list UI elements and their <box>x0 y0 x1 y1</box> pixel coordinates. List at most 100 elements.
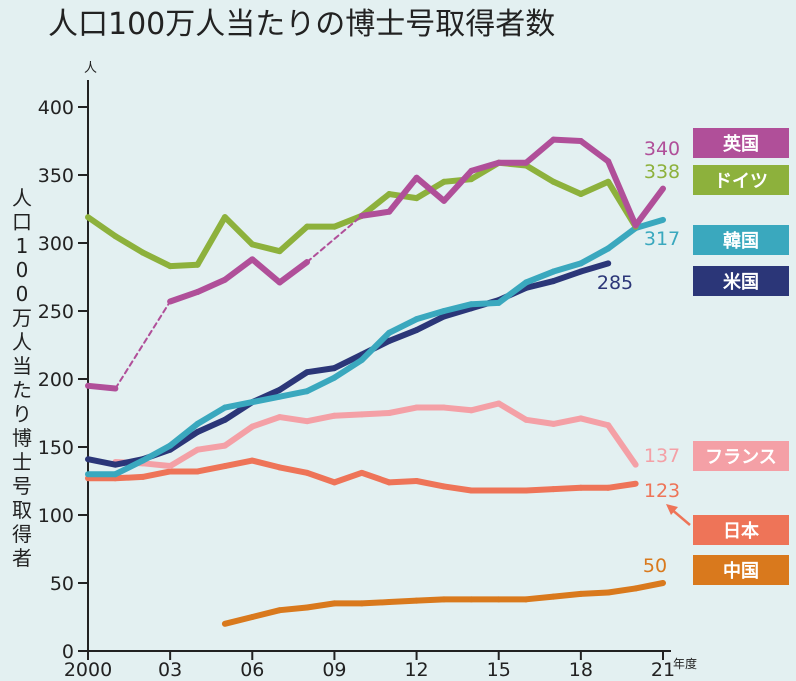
legend-swatch-韓国 <box>693 225 789 255</box>
series-segment-韓国 <box>194 404 228 427</box>
y-axis-title-char: 取 <box>12 498 32 522</box>
series-segment-韓国 <box>632 216 666 232</box>
series-segment-韓国 <box>249 393 283 406</box>
y-tick-label: 350 <box>38 165 74 187</box>
series-segment-ドイツ <box>331 212 365 230</box>
series-segment-米国 <box>523 278 557 291</box>
series-segment-フランス <box>577 415 612 429</box>
series-segment-英国 <box>249 256 283 286</box>
y-axis-title-char: 博 <box>12 426 32 450</box>
series-segment-中国 <box>523 593 557 603</box>
series-segment-ドイツ <box>194 214 228 268</box>
series-segment-ドイツ <box>577 178 612 198</box>
series-segment-日本 <box>139 468 174 480</box>
series-segment-韓国 <box>523 268 557 286</box>
legend-label-日本: 日本 <box>723 520 759 542</box>
series-segment-米国 <box>304 365 338 376</box>
y-tick-label: 150 <box>38 437 74 459</box>
series-segment-フランス <box>468 400 502 414</box>
series-segment-米国 <box>167 429 201 453</box>
series-segment-米国 <box>276 369 311 393</box>
series-segment-日本 <box>386 478 420 486</box>
series-segment-ドイツ <box>85 214 119 240</box>
series-segment-日本 <box>550 484 584 493</box>
legend-label-米国: 米国 <box>723 271 759 293</box>
y-tick-label: 250 <box>38 301 74 323</box>
series-segment-韓国 <box>112 457 146 478</box>
y-axis-title-char: 口 <box>12 210 32 234</box>
series-segment-中国 <box>577 589 612 597</box>
series-segment-韓国 <box>577 245 612 267</box>
series-segment-英国 <box>413 174 447 204</box>
series-segment-米国 <box>331 351 365 372</box>
x-tick-label: 06 <box>240 659 264 681</box>
y-tick-label: 200 <box>38 369 74 391</box>
x-tick-label: 15 <box>487 659 511 681</box>
series-segment-英国 <box>386 174 420 215</box>
series-segment-ドイツ <box>221 214 256 248</box>
series-segment-英国 <box>632 185 666 229</box>
series-segment-韓国 <box>605 225 639 252</box>
end-label-日本: 123 <box>644 480 680 502</box>
series-segment-中国 <box>249 607 283 620</box>
series-segment-ドイツ <box>550 178 584 198</box>
legend-swatch-フランス <box>693 441 789 471</box>
series-segment-ドイツ <box>523 162 557 185</box>
series-segment-日本 <box>276 464 311 476</box>
series-segment-英国 <box>605 158 639 229</box>
series-segment-韓国 <box>386 316 420 336</box>
series-segment-米国 <box>577 260 612 275</box>
series-segment-米国 <box>440 305 475 320</box>
series-segment-英国 <box>440 167 475 204</box>
series-segment-韓国 <box>440 301 475 314</box>
y-axis-title-char: 当 <box>12 354 32 378</box>
series-segment-日本 <box>221 457 256 470</box>
y-axis-title-char: 0 <box>16 258 29 282</box>
end-label-英国: 340 <box>644 138 680 160</box>
y-axis-title-char: 得 <box>12 522 32 546</box>
axis-ticks: 0 50 100 150 200 250 300 350 400 2000 03 06 09 12 15 18… <box>38 97 675 681</box>
series-segment-英国 <box>306 214 363 264</box>
y-axis-title-char: 0 <box>16 282 29 306</box>
end-label-ドイツ: 338 <box>644 161 680 183</box>
series-segment-韓国 <box>304 374 338 395</box>
y-axis-title-char: 号 <box>12 474 32 498</box>
series-segment-韓国 <box>495 279 530 306</box>
x-tick-label: 18 <box>569 659 593 681</box>
series-segment-日本 <box>413 478 447 490</box>
japan-pointer-arrowhead <box>666 504 678 515</box>
y-axis-title-char: 1 <box>16 234 29 258</box>
series-segment-米国 <box>194 416 228 436</box>
y-axis-title-char: 人 <box>12 186 32 210</box>
x-tick-label: 03 <box>158 659 182 681</box>
end-label-韓国: 317 <box>644 228 680 250</box>
x-unit-label: 年度 <box>673 656 697 671</box>
chart-title: 人口100万人当たりの博士号取得者数 <box>48 7 555 42</box>
series-segment-韓国 <box>468 299 502 308</box>
y-axis-title-char: た <box>12 378 32 402</box>
legend-label-ドイツ: ドイツ <box>714 171 768 192</box>
series-segment-フランス <box>276 414 311 425</box>
series-segment-中国 <box>276 604 311 614</box>
axes <box>87 80 671 652</box>
series-segment-韓国 <box>167 420 201 449</box>
series-segment-英国 <box>114 300 172 390</box>
y-tick-label: 0 <box>62 641 74 663</box>
series-segment-日本 <box>358 469 393 486</box>
series-segment-ドイツ <box>276 223 311 255</box>
series-segment-英国 <box>577 138 612 165</box>
series-segment-中国 <box>304 600 338 611</box>
series-segment-韓国 <box>221 399 256 411</box>
series-segment-フランス <box>386 404 420 416</box>
series-segment-中国 <box>221 614 256 627</box>
series-segment-日本 <box>112 473 146 482</box>
series-segment-英国 <box>468 159 502 174</box>
x-tick-label: 21 <box>651 659 675 681</box>
series-segment-米国 <box>85 456 119 468</box>
x-tick-label: 09 <box>322 659 346 681</box>
series-segment-中国 <box>358 599 393 607</box>
series-segment-フランス <box>221 423 256 449</box>
series-segment-フランス <box>194 442 228 453</box>
y-tick-label: 50 <box>50 573 74 595</box>
